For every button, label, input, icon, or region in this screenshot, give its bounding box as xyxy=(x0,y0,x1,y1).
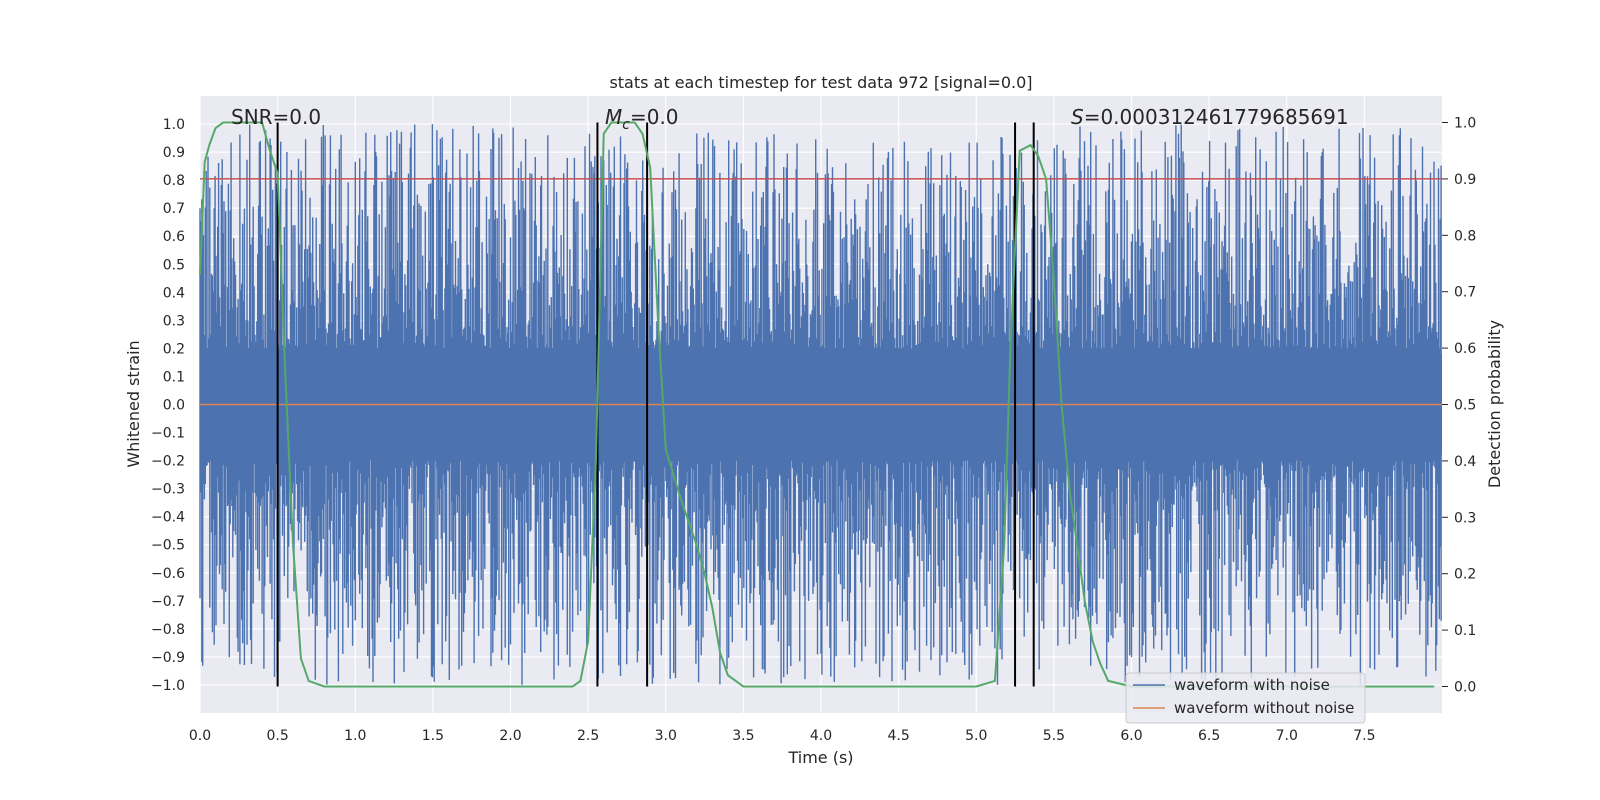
legend-label-clean: waveform without noise xyxy=(1174,699,1354,717)
y-tick-label: −0.1 xyxy=(151,426,185,442)
y2-axis-ticks: 0.0 0.1 0.2 0.3 0.4 0.5 0.6 0.7 0.8 0.9 1.0 xyxy=(1442,116,1476,695)
x-axis-ticks: 0.0 0.5 1.0 1.5 2.0 2.5 3.0 3.5 4.0 4.5 5.0 5.5 6.0 6… xyxy=(189,728,1376,744)
y-tick-label: 0.9 xyxy=(163,145,185,161)
s-value: =0.000312461779685691 xyxy=(1084,105,1349,129)
mc-symbol: M xyxy=(605,105,622,129)
overlay-lines xyxy=(199,121,1442,688)
snr-annotation: SNR=0.0 xyxy=(231,105,321,129)
s-annotation: S=0.000312461779685691 xyxy=(1071,105,1349,129)
mc-subscript: c xyxy=(622,117,630,133)
legend-box xyxy=(1125,672,1366,724)
y-tick-label: 0.5 xyxy=(163,257,185,273)
y-tick-label: 0.4 xyxy=(163,285,185,301)
y-axis-ticks: −1.0 −0.9 −0.8 −0.7 −0.6 −0.5 −0.4 −0.3 −0.2 −0.1… xyxy=(151,117,185,694)
x-tick-label: 2.0 xyxy=(499,728,521,744)
chirp-mass-annotation: Mc=0.0 xyxy=(605,105,679,133)
x-tick-label: 1.5 xyxy=(422,728,444,744)
y2-tick-label: 0.9 xyxy=(1454,172,1476,188)
y-tick-label: 0.3 xyxy=(163,313,185,329)
y-tick-label: −0.6 xyxy=(151,566,185,582)
y-tick-label: −0.9 xyxy=(151,650,185,666)
y-tick-label: 0.2 xyxy=(163,341,185,357)
y2-tick-label: 0.3 xyxy=(1454,510,1476,526)
legend-label-noise: waveform with noise xyxy=(1174,676,1330,694)
x-axis-label: Time (s) xyxy=(787,748,853,767)
x-tick-label: 3.0 xyxy=(655,728,677,744)
y-tick-label: −0.8 xyxy=(151,622,185,638)
x-tick-label: 4.0 xyxy=(810,728,832,744)
y-tick-label: 1.0 xyxy=(163,117,185,133)
y2-tick-label: 0.2 xyxy=(1454,567,1476,583)
mc-value: =0.0 xyxy=(630,105,679,129)
x-tick-label: 1.0 xyxy=(344,728,366,744)
legend: waveform with noise waveform without noi… xyxy=(1125,672,1366,724)
x-tick-label: 4.5 xyxy=(887,728,909,744)
y2-tick-label: 0.7 xyxy=(1454,285,1476,301)
y-tick-label: 0.8 xyxy=(163,173,185,189)
y-tick-label: −0.5 xyxy=(151,538,185,554)
y2-tick-label: 0.1 xyxy=(1454,623,1476,639)
y-tick-label: −0.2 xyxy=(151,454,185,470)
y2-tick-label: 1.0 xyxy=(1454,116,1476,132)
y-tick-label: 0.7 xyxy=(163,201,185,217)
y-tick-label: 0.6 xyxy=(163,229,185,245)
chart-title: stats at each timestep for test data 972… xyxy=(609,73,1032,92)
x-tick-label: 2.5 xyxy=(577,728,599,744)
y-tick-label: 0.0 xyxy=(163,398,185,414)
y-axis-label: Whitened strain xyxy=(124,340,143,467)
x-tick-label: 6.5 xyxy=(1198,728,1220,744)
x-tick-label: 7.0 xyxy=(1276,728,1298,744)
y2-tick-label: 0.0 xyxy=(1454,679,1476,695)
y2-tick-label: 0.6 xyxy=(1454,341,1476,357)
s-symbol: S xyxy=(1071,105,1084,129)
y2-tick-label: 0.4 xyxy=(1454,454,1476,470)
x-tick-label: 6.0 xyxy=(1120,728,1142,744)
x-tick-label: 3.5 xyxy=(732,728,754,744)
x-tick-label: 5.0 xyxy=(965,728,987,744)
y-tick-label: −0.4 xyxy=(151,510,185,526)
x-tick-label: 0.0 xyxy=(189,728,211,744)
x-tick-label: 0.5 xyxy=(266,728,288,744)
y-tick-label: −0.3 xyxy=(151,482,185,498)
y2-tick-label: 0.5 xyxy=(1454,398,1476,414)
y2-axis-label: Detection probability xyxy=(1485,320,1504,488)
y-tick-label: 0.1 xyxy=(163,369,185,385)
x-tick-label: 5.5 xyxy=(1043,728,1065,744)
detection-probability-line xyxy=(199,121,1435,688)
y2-tick-label: 0.8 xyxy=(1454,228,1476,244)
y-tick-label: −1.0 xyxy=(151,678,185,694)
x-tick-label: 7.5 xyxy=(1353,728,1375,744)
y-tick-label: −0.7 xyxy=(151,594,185,610)
waveform-with-noise-line xyxy=(199,124,1442,685)
